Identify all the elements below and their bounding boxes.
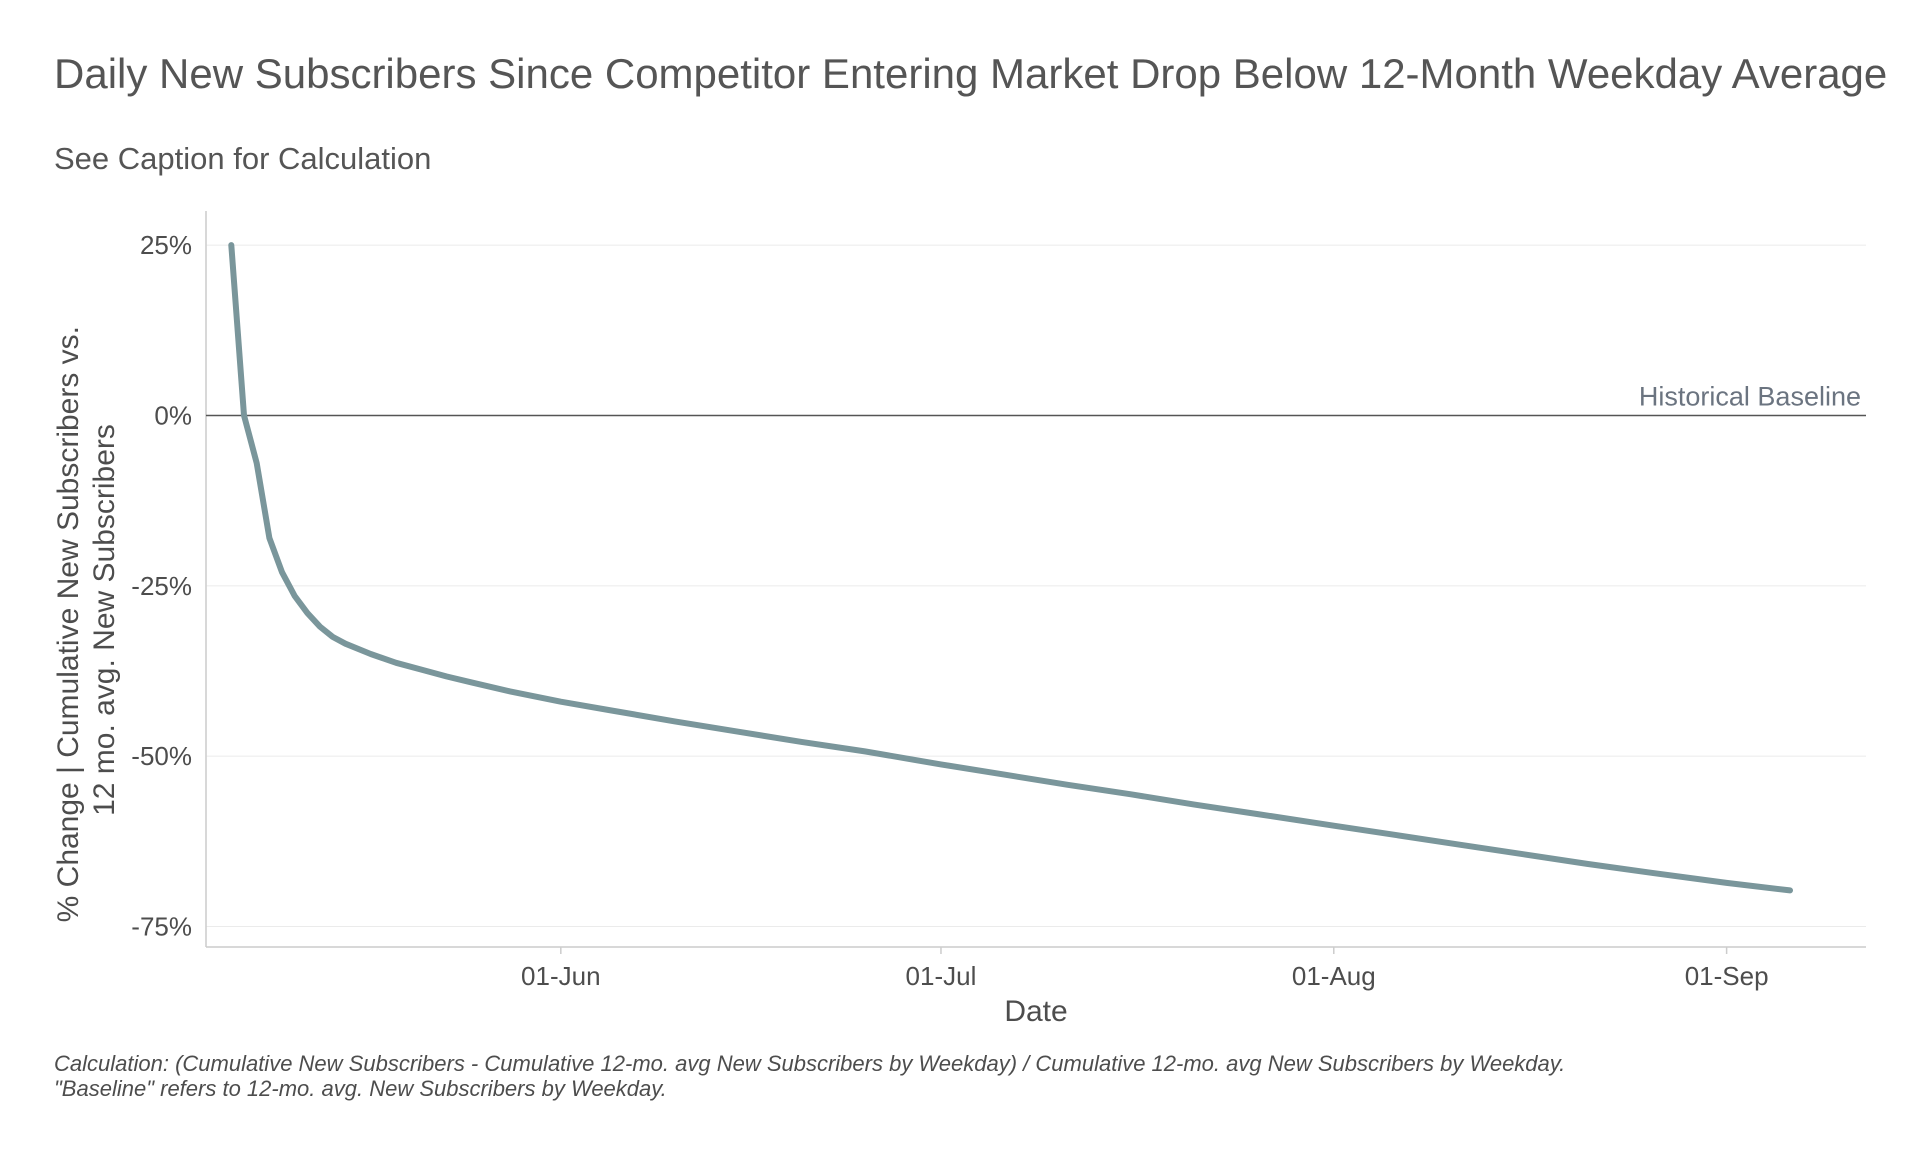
series-line [228,242,1793,894]
x-tick-label: 01-Jul [906,961,977,991]
x-tick-label: 01-Sep [1685,961,1769,991]
gridlines [206,244,1866,954]
y-tick-label: -50% [131,741,192,771]
y-tick-label: -25% [131,571,192,601]
y-axis-title-line-2: 12 mo. avg. New Subscribers [88,424,121,816]
tick-labels: 25% 0% -25% -50% -75% 01-Jun 01-Jul 01-Aug 01-Se… [131,230,1768,991]
y-tick-label: -75% [131,912,192,942]
x-tick-label: 01-Aug [1292,961,1376,991]
y-axis-title-line-1: % Change | Cumulative New Subscribers vs… [52,326,85,922]
x-tick-label: 01-Jun [521,961,601,991]
caption-line-1: Calculation: (Cumulative New Subscribers… [54,1051,1565,1076]
y-axis-title: % Change | Cumulative New Subscribers vs… [52,318,121,923]
chart-title: Daily New Subscribers Since Competitor E… [54,50,1887,97]
caption-line-2: "Baseline" refers to 12-mo. avg. New Sub… [54,1076,667,1101]
chart-subtitle: See Caption for Calculation [54,141,431,176]
y-tick-label: 0% [154,400,192,430]
x-axis-title: Date [1004,995,1067,1028]
y-tick-label: 25% [140,230,192,260]
baseline-label: Historical Baseline [1639,381,1861,411]
